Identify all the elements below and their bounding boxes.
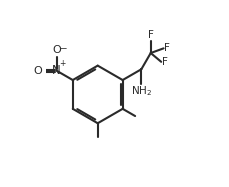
Text: N: N <box>52 64 61 77</box>
Text: F: F <box>164 43 169 53</box>
Text: F: F <box>161 57 167 67</box>
Text: O: O <box>52 45 61 55</box>
Text: O: O <box>33 66 41 76</box>
Text: NH$_2$: NH$_2$ <box>130 84 151 98</box>
Text: −: − <box>59 43 66 52</box>
Text: +: + <box>59 59 65 68</box>
Text: F: F <box>147 30 153 40</box>
